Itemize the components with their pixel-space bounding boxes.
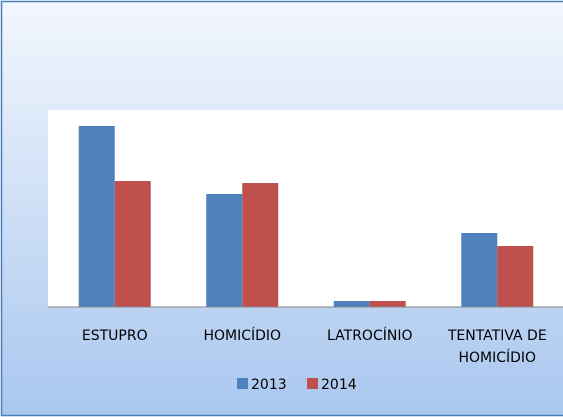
- legend-label: 2014: [321, 377, 357, 393]
- bar: [206, 194, 243, 307]
- bar: [78, 126, 115, 307]
- bar: [242, 183, 279, 307]
- legend-swatch: [307, 378, 318, 389]
- x-tick-label: HOMICÍDIO: [203, 327, 281, 344]
- x-tick-label: LATROCÍNIO: [327, 327, 412, 344]
- bar: [369, 301, 406, 307]
- legend-label: 2013: [251, 377, 287, 393]
- bar: [461, 233, 498, 307]
- x-tick-label: ESTUPRO: [82, 328, 148, 344]
- x-tick-label: TENTATIVA DE HOMICÍDIO: [447, 328, 547, 366]
- legend-swatch: [237, 378, 248, 389]
- bar: [114, 181, 151, 307]
- bar: [497, 246, 534, 307]
- bar: [333, 301, 370, 307]
